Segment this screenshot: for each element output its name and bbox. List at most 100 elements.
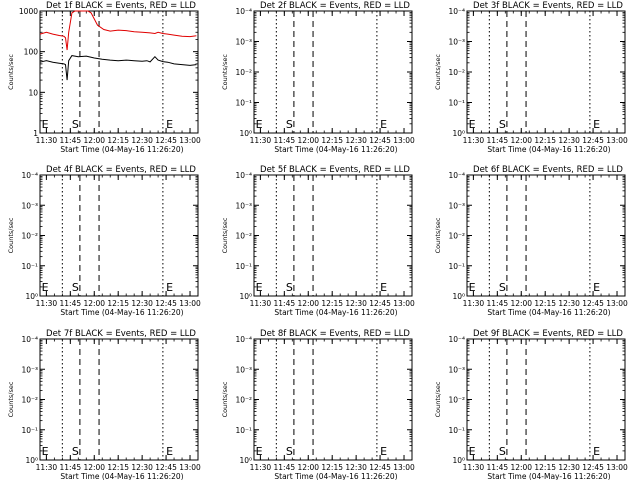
y-axis-label: Counts/sec — [434, 381, 442, 417]
event-marker-s: S — [72, 281, 79, 294]
event-marker-e: E — [256, 118, 263, 131]
x-tick-label: 13:00 — [606, 299, 628, 308]
y-tick-label: 10⁰ — [25, 292, 38, 301]
panel-title: Det 5f BLACK = Events, RED = LLD — [260, 165, 410, 175]
x-tick-label: 11:45 — [60, 463, 82, 472]
x-tick-label: 11:30 — [250, 299, 272, 308]
event-marker-e: E — [380, 118, 387, 131]
x-tick-label: 12:00 — [297, 463, 319, 472]
x-tick-label: 12:45 — [155, 136, 177, 145]
event-marker-s: S — [499, 445, 506, 458]
x-tick-label: 11:30 — [36, 136, 58, 145]
x-tick-label: 12:45 — [369, 299, 391, 308]
chart-panel-4: Det 4f BLACK = Events, RED = LLD 10⁰ 10⁻¹ 1… — [7, 165, 201, 317]
event-marker-s: S — [72, 445, 79, 458]
event-marker-e: E — [166, 445, 173, 458]
event-marker-e: E — [42, 445, 49, 458]
x-axis-label: Start Time (04-May-16 11:26:20) — [274, 145, 397, 154]
event-marker-s: S — [499, 118, 506, 131]
y-tick-label: 10⁻¹ — [235, 99, 252, 108]
event-marker-e: E — [42, 118, 49, 131]
y-tick-label: 10⁻⁴ — [21, 171, 38, 180]
y-tick-label: 10⁻² — [448, 396, 465, 405]
event-marker-e: E — [380, 281, 387, 294]
x-tick-label: 11:30 — [36, 299, 58, 308]
chart-panel-5: Det 5f BLACK = Events, RED = LLD 10⁰ 10⁻¹ 1… — [221, 165, 415, 317]
plot-frame — [253, 174, 413, 297]
y-tick-label: 10⁰ — [452, 292, 465, 301]
x-tick-label: 12:15 — [107, 463, 129, 472]
y-tick-label: 1 — [33, 129, 38, 138]
y-tick-label: 10⁻³ — [235, 201, 252, 210]
x-tick-label: 13:00 — [393, 463, 415, 472]
y-tick-label: 10⁻² — [21, 396, 38, 405]
y-tick-label: 10⁻² — [448, 232, 465, 241]
chart-panel-1: Det 1f BLACK = Events, RED = LLD 1 10 100 10… — [7, 1, 201, 154]
y-axis-label: Counts/sec — [221, 54, 229, 90]
y-tick-label: 10⁻³ — [448, 365, 465, 374]
event-marker-e: E — [593, 281, 600, 294]
y-tick-label: 10⁻⁴ — [21, 335, 38, 344]
x-axis-label: Start Time (04-May-16 11:26:20) — [487, 145, 610, 154]
y-axis-label: Counts/sec — [7, 381, 15, 417]
y-tick-label: 10⁻⁴ — [448, 7, 465, 16]
event-marker-s: S — [286, 281, 293, 294]
y-tick-label: 10⁰ — [452, 129, 465, 138]
panel-title: Det 6f BLACK = Events, RED = LLD — [473, 165, 623, 175]
x-tick-label: 12:30 — [345, 299, 367, 308]
event-marker-s: S — [286, 118, 293, 131]
chart-panel-3: Det 3f BLACK = Events, RED = LLD 10⁰ 10⁻¹ 1… — [434, 1, 628, 154]
y-tick-label: 10⁻³ — [448, 201, 465, 210]
y-tick-label: 1000 — [19, 7, 38, 16]
x-tick-label: 12:15 — [107, 299, 129, 308]
x-tick-label: 11:30 — [463, 136, 485, 145]
x-tick-label: 13:00 — [179, 299, 201, 308]
x-tick-label: 13:00 — [393, 136, 415, 145]
panel-title: Det 2f BLACK = Events, RED = LLD — [260, 1, 410, 11]
x-tick-label: 12:15 — [107, 136, 129, 145]
event-marker-e: E — [593, 445, 600, 458]
y-tick-label: 10⁻³ — [21, 201, 38, 210]
y-axis-label: Counts/sec — [221, 217, 229, 253]
panel-title: Det 3f BLACK = Events, RED = LLD — [473, 1, 623, 11]
y-tick-label: 10⁻⁴ — [448, 171, 465, 180]
y-tick-label: 10⁰ — [452, 456, 465, 465]
panel-title: Det 8f BLACK = Events, RED = LLD — [260, 329, 410, 339]
x-tick-label: 12:45 — [369, 463, 391, 472]
y-tick-label: 10⁰ — [239, 456, 252, 465]
y-tick-label: 10⁻² — [21, 232, 38, 241]
y-axis-label: Counts/sec — [7, 217, 15, 253]
chart-panel-8: Det 8f BLACK = Events, RED = LLD 10⁰ 10⁻¹ 1… — [221, 329, 415, 481]
y-axis-label: Counts/sec — [221, 381, 229, 417]
y-tick-label: 10⁻¹ — [235, 262, 252, 271]
x-tick-label: 11:30 — [463, 463, 485, 472]
y-tick-label: 10⁻³ — [235, 38, 252, 47]
event-marker-e: E — [256, 281, 263, 294]
event-marker-e: E — [380, 445, 387, 458]
y-tick-label: 10⁻² — [448, 68, 465, 77]
x-tick-label: 12:45 — [155, 299, 177, 308]
x-axis-label: Start Time (04-May-16 11:26:20) — [487, 308, 610, 317]
x-axis-label: Start Time (04-May-16 11:26:20) — [60, 472, 183, 480]
x-tick-label: 12:00 — [510, 299, 532, 308]
y-tick-label: 10⁰ — [239, 292, 252, 301]
y-tick-label: 10⁻¹ — [448, 262, 465, 271]
y-tick-label: 10⁰ — [239, 129, 252, 138]
x-tick-label: 12:00 — [510, 463, 532, 472]
x-tick-label: 12:45 — [582, 136, 604, 145]
chart-panel-9: Det 9f BLACK = Events, RED = LLD 10⁰ 10⁻¹ 1… — [434, 329, 628, 481]
x-tick-label: 12:45 — [369, 136, 391, 145]
x-tick-label: 13:00 — [179, 463, 201, 472]
series-line-events — [39, 55, 197, 81]
x-tick-label: 13:00 — [179, 136, 201, 145]
chart-panel-7: Det 7f BLACK = Events, RED = LLD 10⁰ 10⁻¹ 1… — [7, 329, 201, 481]
y-tick-label: 10⁻³ — [448, 38, 465, 47]
event-marker-e: E — [593, 118, 600, 131]
panel-title: Det 9f BLACK = Events, RED = LLD — [473, 329, 623, 339]
event-marker-s: S — [72, 118, 79, 131]
x-tick-label: 11:45 — [487, 136, 509, 145]
x-tick-label: 11:45 — [274, 299, 296, 308]
panel-title: Det 7f BLACK = Events, RED = LLD — [46, 329, 196, 339]
